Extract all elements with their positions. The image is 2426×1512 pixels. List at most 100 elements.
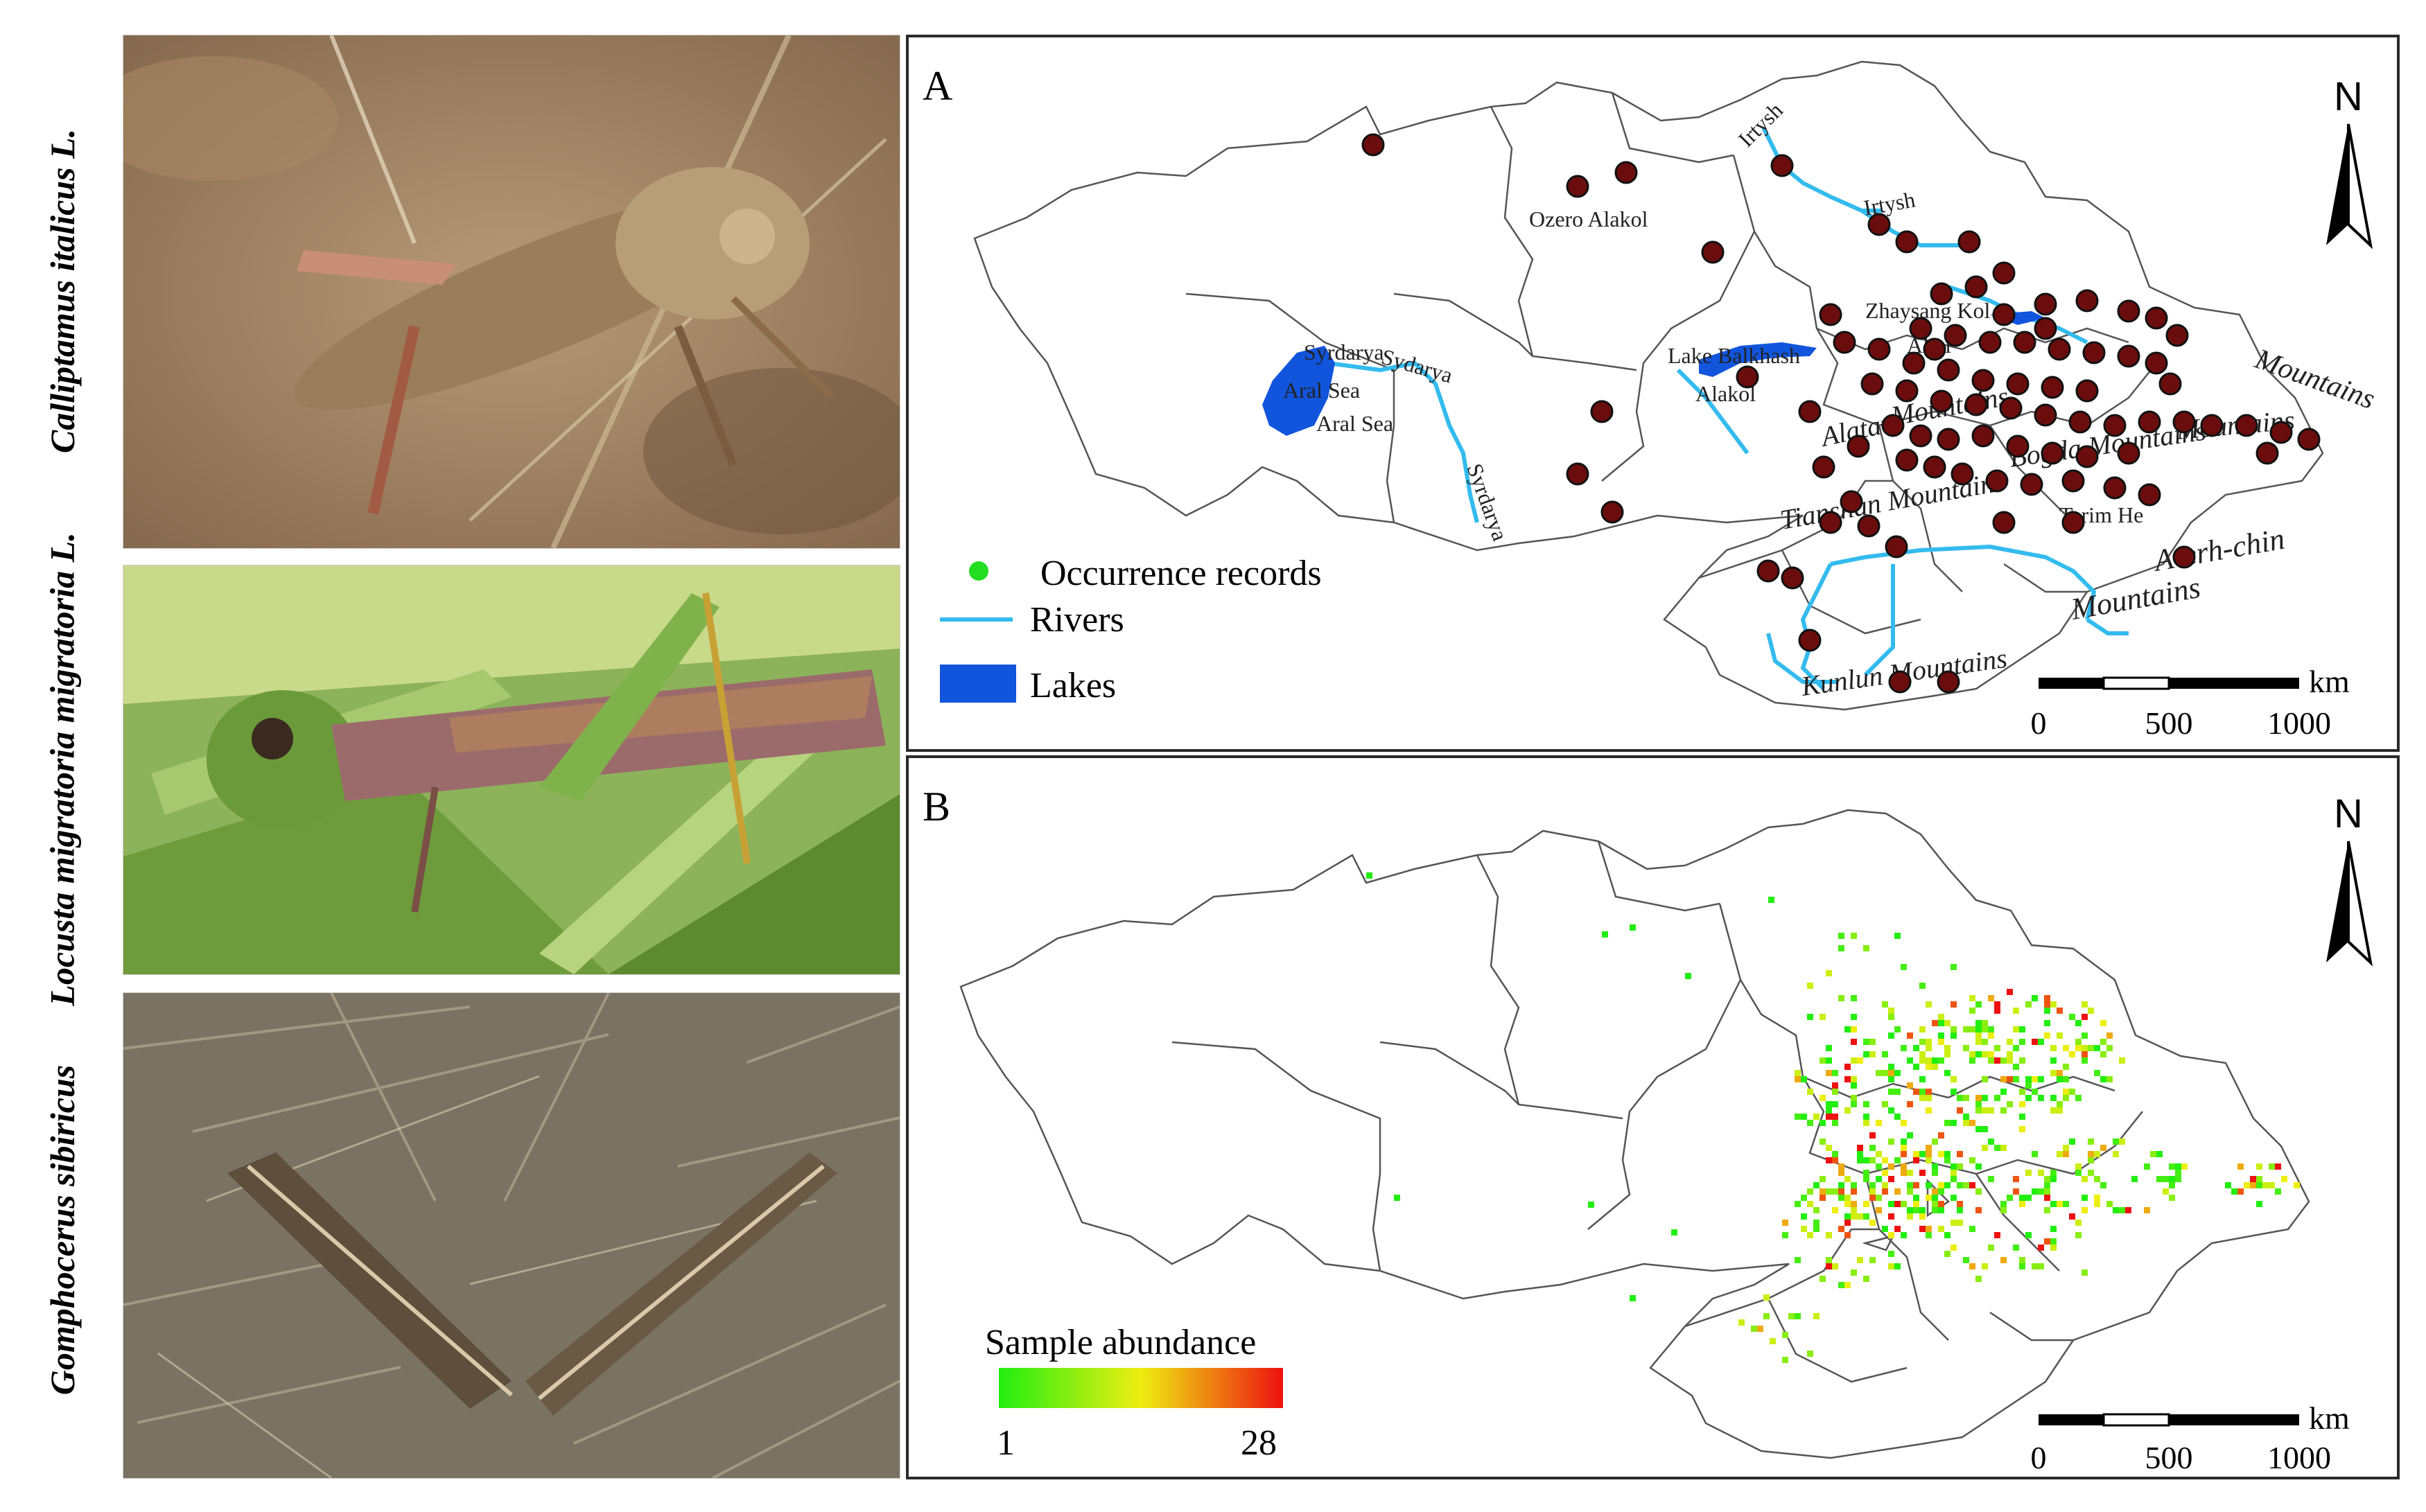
abundance-cell: [1882, 1051, 1888, 1057]
abundance-cell: [1888, 1163, 1894, 1170]
abundance-cell: [1832, 1151, 1838, 1157]
abundance-cell: [1894, 1089, 1901, 1095]
abundance-cell: [1882, 1170, 1888, 1176]
legend-title: Sample abundance: [985, 1323, 1256, 1362]
abundance-cell: [1851, 1188, 1857, 1195]
abundance-cell: [2038, 1245, 2044, 1251]
abundance-cell: [1826, 1070, 1832, 1076]
abundance-cell: [1795, 1257, 1801, 1263]
abundance-cell: [2069, 1051, 2075, 1057]
abundance-cell: [1838, 1170, 1844, 1176]
abundance-cell: [2044, 1188, 2050, 1195]
abundance-cell: [2106, 1032, 2113, 1039]
abundance-cell: [2007, 989, 2013, 995]
abundance-cell: [2013, 1245, 2019, 1251]
abundance-cell: [1957, 1220, 1963, 1226]
abundance-cell: [1894, 1201, 1901, 1207]
abundance-cell: [1932, 1020, 1938, 1026]
abundance-cell: [2256, 1163, 2262, 1170]
abundance-cell: [2032, 1188, 2038, 1195]
abundance-cell: [2163, 1176, 2169, 1182]
abundance-cell: [1795, 1076, 1801, 1082]
abundance-grid: [1366, 872, 2300, 1363]
occurrence-point: [1902, 351, 1926, 375]
abundance-cell: [1907, 1032, 1913, 1039]
abundance-cell: [1801, 1076, 1807, 1082]
abundance-cell: [1957, 1207, 1963, 1213]
abundance-cell: [2057, 1070, 2063, 1076]
occurrence-point: [1590, 400, 1614, 423]
abundance-cell: [1975, 1101, 1982, 1107]
abundance-cell: [2007, 1101, 2013, 1107]
occurrence-point: [1923, 455, 1946, 479]
abundance-cell: [1926, 1195, 1932, 1201]
abundance-cell: [1851, 1076, 1857, 1082]
abundance-cell: [2094, 1151, 2100, 1157]
abundance-cell: [2069, 1213, 2075, 1220]
abundance-cell: [1851, 1026, 1857, 1032]
abundance-cell: [1838, 1188, 1844, 1195]
lakes: [1262, 311, 2045, 436]
abundance-cell: [1975, 1207, 1982, 1213]
abundance-cell: [1975, 1163, 1982, 1170]
abundance-cell: [1826, 970, 1832, 976]
abundance-cell: [1926, 1039, 1932, 1045]
abundance-cell: [2063, 1151, 2069, 1157]
occurrence-point: [1701, 240, 1725, 264]
abundance-cell: [2262, 1182, 2269, 1188]
abundance-cell: [1869, 1132, 1876, 1139]
abundance-cell: [1826, 1188, 1832, 1195]
abundance-cell: [1876, 1151, 1882, 1157]
abundance-cell: [2082, 1001, 2088, 1008]
abundance-cell: [1863, 1201, 1869, 1207]
abundance-cell: [1863, 1051, 1869, 1057]
abundance-cell: [2050, 1245, 2057, 1251]
abundance-cell: [2237, 1188, 2244, 1195]
svg-text:Syrdarya: Syrdarya: [1304, 340, 1384, 364]
abundance-cell: [1876, 1163, 1882, 1170]
abundance-cell: [1857, 1151, 1863, 1157]
abundance-cell: [2063, 1145, 2069, 1151]
abundance-cell: [2000, 1089, 2007, 1095]
occurrence-point: [1909, 424, 1932, 448]
abundance-cell: [1801, 1114, 1807, 1120]
abundance-cell: [1888, 1201, 1894, 1207]
abundance-cell: [1801, 1195, 1807, 1201]
occurrence-point: [2020, 473, 2043, 496]
abundance-cell: [2063, 1076, 2069, 1082]
abundance-cell: [2025, 1170, 2032, 1176]
abundance-cell: [1926, 1232, 1932, 1238]
abundance-cell: [2175, 1170, 2181, 1176]
abundance-cell: [1944, 1151, 1951, 1157]
abundance-cell: [2019, 1195, 2025, 1201]
abundance-cell: [2088, 1045, 2094, 1051]
abundance-cell: [1975, 1001, 1982, 1008]
abundance-cell: [1826, 1101, 1832, 1107]
abundance-cell: [2013, 1008, 2019, 1014]
abundance-cell: [1907, 1082, 1913, 1089]
abundance-cell: [1832, 1207, 1838, 1213]
abundance-cell: [1807, 1201, 1813, 1207]
abundance-cell: [1951, 1195, 1957, 1201]
abundance-cell: [2025, 1082, 2032, 1089]
abundance-cell: [2075, 1045, 2082, 1051]
lake-legend-icon: [940, 665, 1016, 703]
svg-text:1000: 1000: [2267, 1440, 2331, 1475]
abundance-cell: [1795, 1070, 1801, 1076]
svg-text:500: 500: [2145, 1440, 2193, 1475]
abundance-cell: [2013, 1026, 2019, 1032]
abundance-cell: [1844, 1282, 1851, 1288]
occurrence-point: [2075, 379, 2099, 403]
abundance-cell: [2169, 1163, 2175, 1170]
occurrence-point: [1847, 434, 1870, 458]
abundance-cell: [1907, 1132, 1913, 1139]
abundance-cell: [1882, 1188, 1888, 1195]
abundance-cell: [1913, 1182, 1919, 1188]
occurrence-point: [1985, 469, 2009, 493]
abundance-cell: [1888, 1008, 1894, 1014]
abundance-cell: [1763, 1294, 1770, 1301]
abundance-cell: [2088, 1170, 2094, 1176]
abundance-cell: [1820, 1188, 1826, 1195]
photo-gomphocerus-sibiricus: [123, 992, 900, 1479]
abundance-cell: [2150, 1151, 2156, 1157]
